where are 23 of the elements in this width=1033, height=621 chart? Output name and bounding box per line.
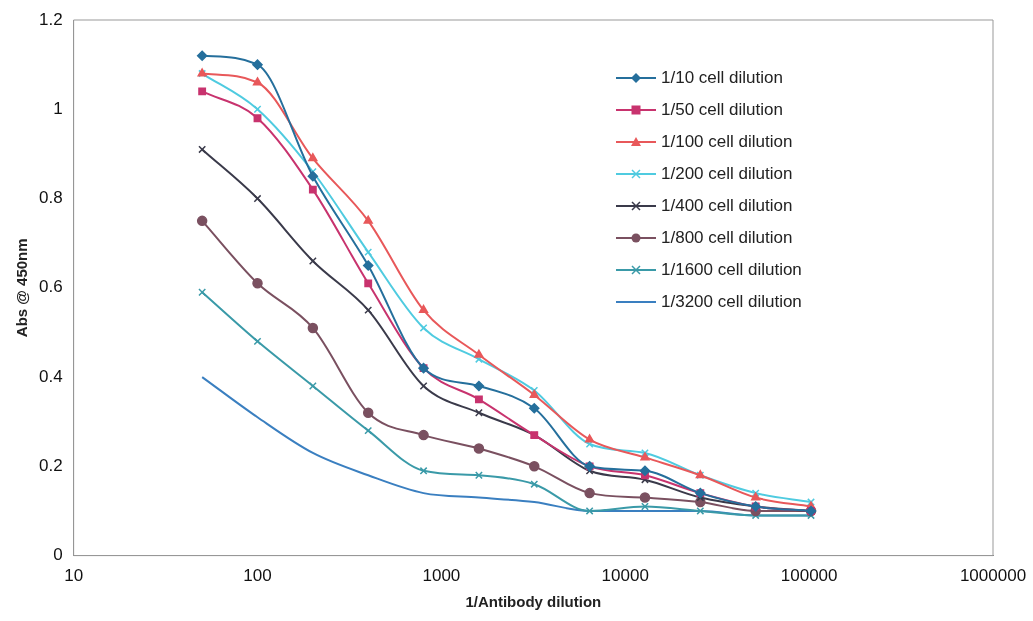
x-tick-label: 1000000 [959,566,1027,586]
legend-label: 1/3200 cell dilution [661,291,802,313]
y-tick-label: 0.6 [38,277,63,297]
y-tick-label: 0 [53,545,63,565]
x-axis-title: 1/Antibody dilution [465,593,602,611]
legend-label: 1/50 cell dilution [661,99,783,121]
y-axis-title: Abs @ 450nm [13,238,31,338]
legend-label: 1/100 cell dilution [661,131,793,153]
x-tick-label: 1000 [422,566,461,586]
y-tick-label: 0.8 [38,188,63,208]
x-tick-label: 10000 [601,566,649,586]
legend-label: 1/800 cell dilution [661,227,793,249]
legend-label: 1/10 cell dilution [661,67,783,89]
legend-label: 1/400 cell dilution [661,195,793,217]
legend-label: 1/200 cell dilution [661,163,793,185]
y-tick-label: 0.2 [38,456,63,476]
x-tick-label: 100 [243,566,272,586]
y-tick-label: 1.2 [38,9,63,29]
x-tick-label: 10 [64,566,84,586]
x-tick-label: 100000 [780,566,838,586]
y-tick-label: 0.4 [38,366,63,386]
legend-label: 1/1600 cell dilution [661,259,802,281]
y-tick-label: 1 [53,98,63,118]
